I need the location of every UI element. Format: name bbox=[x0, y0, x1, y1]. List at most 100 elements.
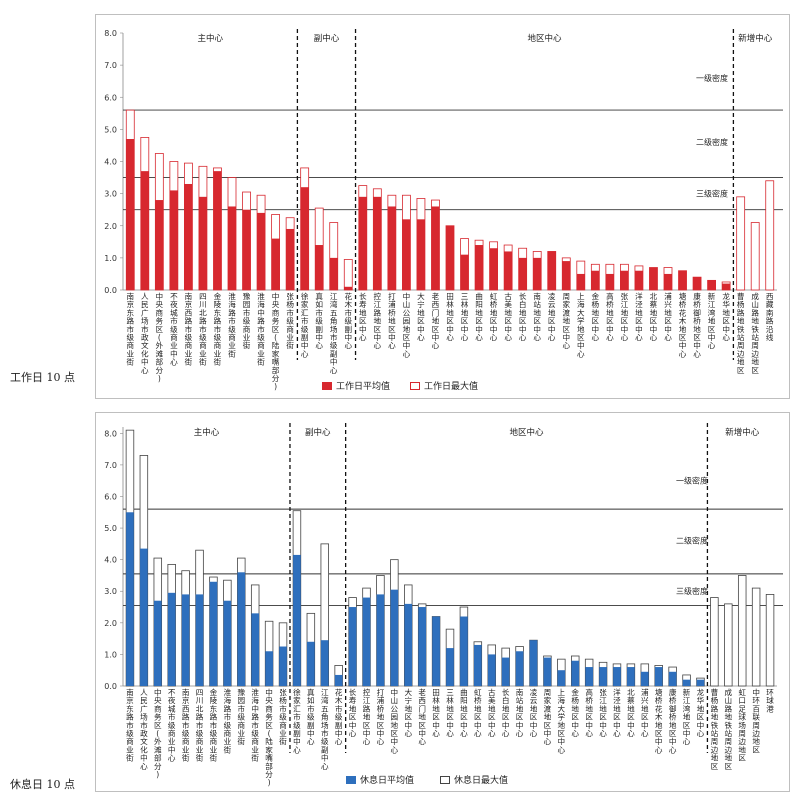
x-tick-label: 大宁地区中心 bbox=[404, 687, 412, 738]
bar-max bbox=[736, 196, 746, 291]
x-tick-label: 浦兴地区中心 bbox=[664, 291, 672, 342]
bar-avg bbox=[167, 592, 176, 686]
density-label: 二级密度 bbox=[696, 137, 728, 147]
x-tick-label: 塘桥花木地区中心 bbox=[679, 291, 687, 358]
y-tick-label: 2.0 bbox=[104, 619, 117, 628]
bar-avg bbox=[446, 648, 454, 686]
bar-avg bbox=[576, 273, 585, 290]
y-tick-label: 0.0 bbox=[104, 682, 117, 691]
bar-avg bbox=[373, 196, 382, 290]
x-tick-label: 田林地区中心 bbox=[446, 292, 454, 342]
y-tick-label: 2.0 bbox=[104, 222, 117, 231]
bar-avg bbox=[334, 674, 343, 686]
bar-max bbox=[737, 575, 747, 687]
x-tick-label: 中山公园地区中心 bbox=[391, 687, 399, 754]
bar-avg bbox=[693, 277, 702, 290]
x-tick-label: 康桥御桥地区中心 bbox=[693, 291, 701, 358]
bar-avg bbox=[416, 219, 425, 290]
bar-avg bbox=[418, 607, 426, 686]
x-tick-label: 老西门地区中心 bbox=[432, 291, 440, 350]
y-tick-label: 7.0 bbox=[104, 461, 117, 470]
bar-avg bbox=[265, 651, 273, 686]
x-tick-label: 金陵东路市级商业街 bbox=[210, 687, 218, 763]
bar-max bbox=[750, 222, 760, 291]
bar-avg bbox=[153, 600, 162, 686]
bar-avg bbox=[126, 139, 135, 290]
x-tick-label: 龙华地区中心 bbox=[722, 291, 730, 342]
bar-avg bbox=[237, 572, 246, 686]
x-tick-label: 徐家汇市级副中心 bbox=[293, 687, 301, 754]
x-tick-label: 新江湾地区中心 bbox=[683, 687, 691, 746]
bar-avg bbox=[329, 257, 338, 290]
bar-avg bbox=[271, 238, 280, 290]
x-tick-label: 老西门地区中心 bbox=[418, 687, 426, 746]
bar-avg bbox=[404, 603, 413, 686]
bar-avg bbox=[155, 200, 164, 290]
x-tick-label: 淮海中路市级商业街 bbox=[257, 291, 265, 367]
x-tick-label: 成山路地铁站周边地区 bbox=[725, 687, 733, 771]
bar-avg bbox=[431, 206, 440, 290]
bar-avg bbox=[696, 679, 705, 686]
bar-avg bbox=[140, 171, 149, 290]
bar-avg bbox=[348, 607, 357, 686]
x-tick-label: 浦兴地区中心 bbox=[641, 687, 649, 738]
x-tick-label: 曹杨路地铁站周边地区 bbox=[737, 291, 745, 375]
density-label: 二级密度 bbox=[676, 536, 708, 546]
bar-avg bbox=[195, 594, 204, 686]
x-tick-label: 南京西路市级商业街 bbox=[182, 687, 190, 763]
x-tick-label: 打浦桥地区中心 bbox=[388, 291, 396, 350]
bar-avg bbox=[315, 245, 324, 290]
x-tick-label: 花木市级副中心 bbox=[344, 291, 352, 350]
group-label: 新增中心 bbox=[725, 427, 760, 438]
x-tick-label: 不夜城市级商业中心 bbox=[168, 688, 176, 763]
bar-avg bbox=[668, 671, 677, 686]
bar-avg bbox=[489, 248, 498, 290]
legend-swatch-max bbox=[440, 775, 450, 784]
weekday-chart-panel: 0.0 1.0 2.0 3.0 4.0 5.0 6.0 7.0 8.0 一级密度 二级密度 三级密度 主… bbox=[95, 14, 790, 399]
y-tick-label: 5.0 bbox=[104, 524, 117, 533]
x-tick-label: 淮海路市级商业街 bbox=[224, 687, 232, 754]
x-tick-label: 金杨地区中心 bbox=[571, 687, 579, 738]
x-tick-label: 凌云地区中心 bbox=[530, 687, 538, 738]
bar-avg bbox=[591, 270, 600, 290]
legend-swatch-avg bbox=[346, 775, 356, 784]
bar-avg bbox=[300, 187, 309, 290]
bar-avg bbox=[293, 554, 301, 686]
x-tick-label: 人民广场市政文化中心 bbox=[141, 292, 149, 375]
x-tick-label: 虹桥地区中心 bbox=[474, 688, 482, 738]
y-tick-label: 0.0 bbox=[104, 286, 117, 295]
x-tick-label: 张杨市级商业街 bbox=[279, 688, 287, 746]
bar-avg bbox=[307, 641, 315, 686]
bar-avg bbox=[487, 654, 496, 686]
legend-label-max: 工作日最大值 bbox=[424, 382, 479, 392]
x-tick-label: 洋泾地区中心 bbox=[613, 687, 621, 738]
x-tick-label: 环球港 bbox=[766, 688, 774, 713]
x-tick-label: 虹口足球场周边地区 bbox=[738, 688, 746, 763]
group-label: 主中心 bbox=[197, 33, 223, 44]
x-tick-label: 田林地区中心 bbox=[432, 688, 440, 738]
bar-avg bbox=[654, 667, 663, 686]
y-tick-label: 6.0 bbox=[104, 492, 117, 501]
y-tick-label: 4.0 bbox=[104, 556, 117, 565]
bar-avg bbox=[390, 589, 399, 686]
bar-avg bbox=[432, 616, 440, 686]
weekday-caption: 工作日 10 点 bbox=[10, 371, 75, 384]
x-tick-label: 中环百联周边地区 bbox=[752, 687, 760, 754]
bar-avg bbox=[446, 225, 454, 290]
bar-avg bbox=[613, 667, 621, 686]
bar-avg bbox=[474, 644, 482, 686]
bar-avg bbox=[678, 270, 687, 290]
bar-avg bbox=[376, 594, 385, 686]
x-tick-label: 江湾五角场市级副中心 bbox=[321, 688, 329, 771]
bar-avg bbox=[599, 667, 607, 686]
y-tick-label: 5.0 bbox=[104, 125, 117, 134]
x-tick-label: 中央商务区(外滩部分) bbox=[154, 687, 162, 779]
bar-avg bbox=[184, 183, 193, 290]
bar-avg bbox=[722, 283, 731, 290]
bar-max bbox=[343, 259, 353, 291]
x-tick-label: 金陵东路市级商业街 bbox=[214, 291, 222, 367]
bar-avg bbox=[140, 548, 148, 686]
x-tick-label: 康桥御桥地区中心 bbox=[669, 687, 677, 754]
x-tick-label: 南京东路市级商业街 bbox=[126, 687, 134, 763]
